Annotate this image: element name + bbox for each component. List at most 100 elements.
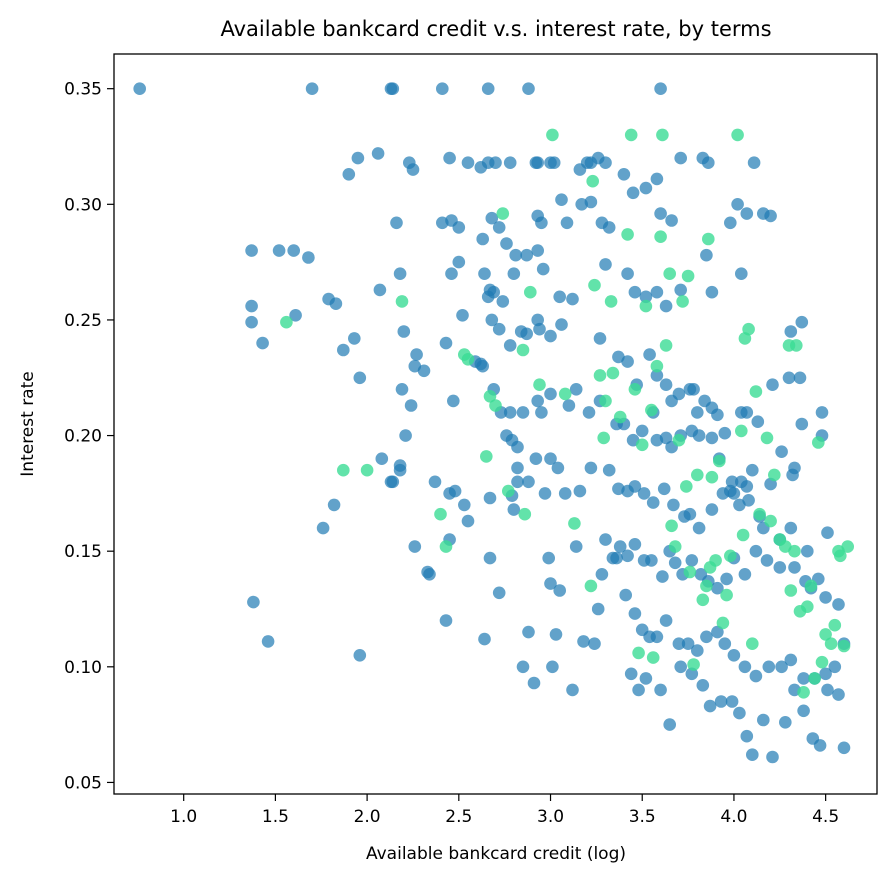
scatter-point	[735, 475, 748, 489]
scatter-point	[740, 729, 754, 743]
scatter-point	[133, 82, 146, 95]
scatter-point	[439, 336, 453, 350]
scatter-point	[485, 211, 499, 225]
scatter-point	[551, 461, 565, 475]
scatter-point	[353, 649, 367, 662]
scatter-point	[782, 371, 796, 385]
scatter-point	[245, 299, 258, 313]
scatter-point	[672, 433, 686, 447]
scatter-point	[417, 364, 431, 378]
scatter-point	[665, 214, 678, 227]
scatter-point	[503, 156, 517, 169]
scatter-point	[443, 151, 456, 165]
y-tick-label: 0.20	[64, 427, 102, 447]
scatter-point	[659, 614, 673, 627]
scatter-point	[749, 544, 763, 558]
scatter-point	[555, 193, 568, 206]
scatter-point	[837, 639, 851, 653]
scatter-point	[360, 463, 374, 477]
scatter-point	[740, 207, 754, 220]
scatter-point	[582, 406, 596, 419]
scatter-point	[544, 577, 557, 590]
scatter-point	[639, 290, 653, 304]
scatter-point	[812, 436, 825, 449]
scatter-point	[395, 383, 409, 396]
scatter-point	[742, 322, 755, 336]
scatter-point	[586, 174, 599, 188]
scatter-point	[428, 475, 442, 489]
scatter-point	[784, 521, 798, 535]
scatter-point	[714, 695, 728, 708]
scatter-point	[691, 644, 704, 657]
scatter-point	[813, 739, 827, 752]
scatter-point	[434, 507, 447, 521]
scatter-point	[746, 748, 759, 761]
scatter-point	[476, 232, 490, 246]
scatter-point	[439, 614, 453, 627]
scatter-point	[819, 667, 832, 681]
scatter-point	[316, 521, 330, 535]
scatter-point	[397, 325, 411, 338]
scatter-point	[584, 579, 598, 593]
scatter-point	[731, 198, 744, 211]
scatter-point	[751, 415, 765, 429]
scatter-point	[628, 607, 642, 620]
scatter-point	[439, 540, 453, 553]
scatter-point	[485, 313, 499, 327]
x-tick-label: 4.0	[720, 807, 747, 827]
scatter-point	[705, 503, 719, 516]
scatter-point	[569, 540, 583, 553]
scatter-point	[624, 667, 638, 681]
scatter-point	[458, 498, 471, 512]
scatter-point	[588, 278, 601, 292]
plot-frame	[113, 53, 878, 795]
scatter-point	[496, 207, 510, 220]
scatter-point	[487, 285, 501, 299]
scatter-point	[692, 521, 706, 535]
scatter-point	[691, 468, 704, 482]
scatter-point	[667, 498, 680, 512]
scatter-point	[621, 228, 634, 241]
scatter-point	[735, 424, 748, 438]
scatter-point	[672, 637, 686, 650]
scatter-point	[683, 565, 697, 579]
scatter-point	[546, 128, 559, 142]
scatter-point	[348, 332, 361, 345]
scatter-point	[522, 82, 535, 95]
points-layer	[133, 82, 854, 764]
scatter-point	[738, 660, 752, 674]
scatter-point	[289, 309, 302, 322]
scatter-point	[569, 383, 583, 396]
scatter-point	[654, 683, 667, 697]
scatter-point	[656, 570, 669, 583]
scatter-point	[597, 431, 610, 445]
scatter-point	[280, 315, 293, 329]
scatter-point	[568, 517, 581, 530]
scatter-point	[549, 628, 563, 641]
scatter-point	[680, 480, 693, 493]
scatter-point	[801, 600, 814, 613]
scatter-point	[518, 507, 532, 521]
scatter-point	[797, 686, 810, 699]
scatter-point	[665, 519, 678, 533]
scatter-point	[423, 568, 436, 581]
scatter-point	[784, 325, 798, 338]
scatter-point	[617, 168, 631, 181]
scatter-point	[700, 579, 713, 593]
scatter-point	[692, 429, 706, 442]
scatter-point	[832, 598, 845, 611]
scatter-point	[668, 540, 682, 553]
scatter-point	[740, 406, 754, 419]
scatter-point	[645, 554, 658, 567]
scatter-point	[801, 544, 814, 558]
scatter-point	[775, 660, 788, 674]
scatter-point	[676, 295, 689, 308]
scatter-point	[687, 383, 700, 396]
scatter-point	[496, 295, 510, 308]
y-tick-label: 0.25	[64, 311, 102, 331]
scatter-point	[287, 244, 301, 257]
scatter-point	[659, 339, 673, 352]
scatter-point	[841, 540, 854, 553]
scatter-point	[558, 487, 572, 500]
